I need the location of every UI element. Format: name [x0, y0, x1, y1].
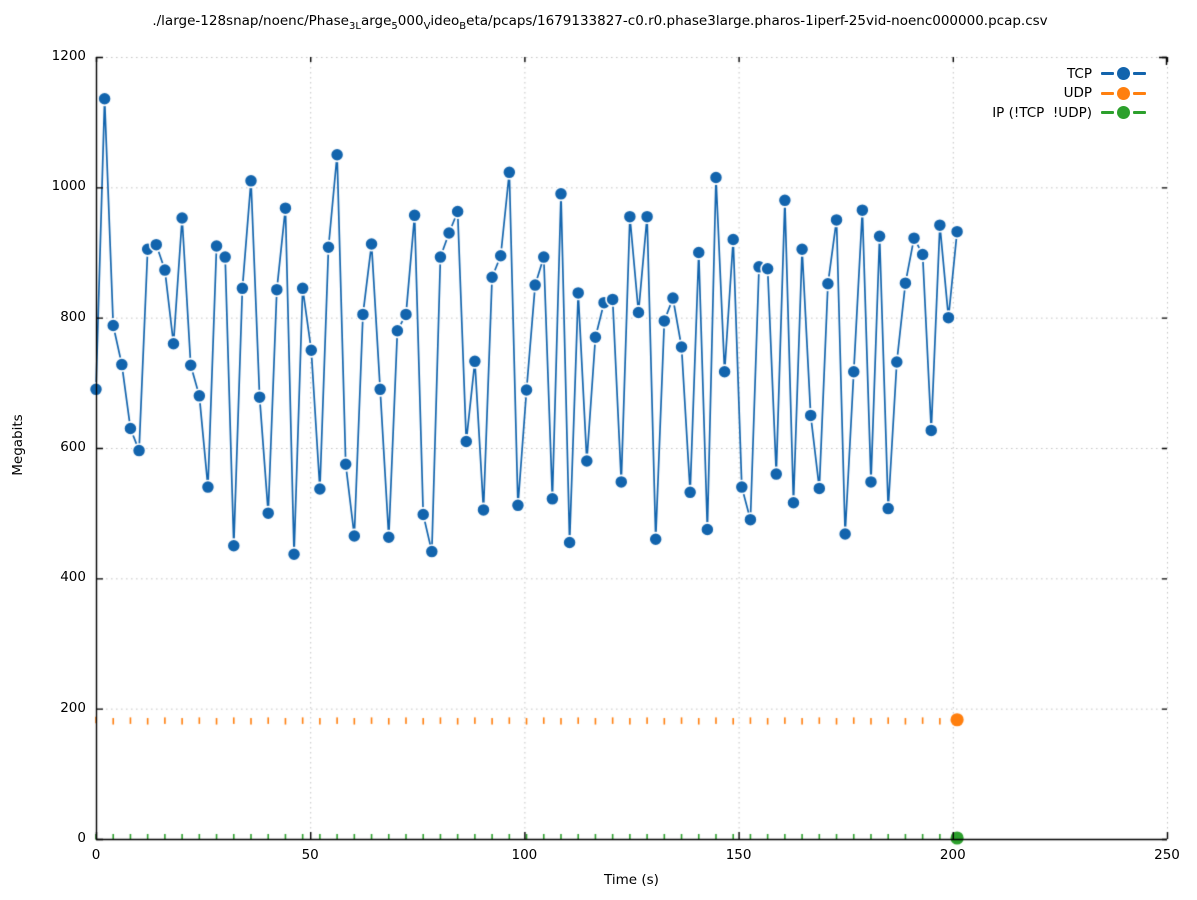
- y-tick-label: 0: [77, 830, 86, 846]
- y-tick-label: 1200: [51, 48, 86, 64]
- legend-sample-udp-icon: [1101, 86, 1146, 100]
- y-tick-label: 400: [60, 569, 86, 586]
- y-tick-label: 200: [60, 699, 86, 716]
- title-text: 000: [397, 13, 424, 29]
- y-tick-label: 600: [60, 439, 86, 455]
- legend-row-ip: IP (!TCP !UDP): [992, 103, 1146, 123]
- legend-line-icon: [1133, 72, 1146, 76]
- y-tick-label: 1000: [51, 178, 86, 195]
- legend-line-icon: [1133, 91, 1146, 95]
- y-tick-label: 800: [60, 308, 86, 325]
- legend-dot-icon: [1117, 67, 1130, 81]
- legend-line-icon: [1101, 111, 1114, 115]
- legend-row-tcp: TCP: [992, 64, 1146, 84]
- title-subscript: B: [459, 20, 467, 32]
- x-tick-label: 100: [511, 847, 538, 863]
- legend-label-ip: IP (!TCP !UDP): [992, 104, 1092, 121]
- legend-line-icon: [1133, 111, 1146, 115]
- legend-dot-icon: [1117, 106, 1130, 120]
- chart-title: ./large-128snap/noenc/Phase3Large5000Vid…: [60, 13, 1140, 32]
- x-tick-label: 200: [939, 847, 966, 863]
- legend-line-icon: [1101, 72, 1114, 76]
- x-tick-label: 50: [301, 847, 319, 863]
- x-tick-label: 250: [1154, 847, 1180, 863]
- legend-row-udp: UDP: [992, 84, 1146, 104]
- x-tick-label: 0: [91, 847, 101, 863]
- legend-label-tcp: TCP: [1066, 65, 1092, 82]
- legend: TCP UDP IP (!TCP !UDP): [992, 64, 1146, 123]
- legend-line-icon: [1101, 91, 1114, 95]
- title-text: arge: [360, 13, 392, 29]
- title-text: ideo: [430, 13, 460, 29]
- title-subscript: 3: [348, 20, 356, 32]
- legend-sample-tcp-icon: [1101, 67, 1146, 81]
- legend-sample-ip-icon: [1101, 106, 1146, 120]
- title-text: eta/pcaps/1679133827-c0.r0.phase3large.p…: [466, 13, 1048, 29]
- title-subscript: L: [355, 20, 361, 32]
- x-tick-label: 150: [725, 847, 752, 863]
- title-subscript: 5: [391, 20, 398, 32]
- legend-dot-icon: [1117, 86, 1130, 100]
- x-axis-label: Time (s): [604, 872, 659, 888]
- legend-label-udp: UDP: [1063, 85, 1092, 102]
- title-subscript: V: [423, 20, 431, 32]
- title-text: ./large-128snap/noenc/Phase: [152, 13, 349, 29]
